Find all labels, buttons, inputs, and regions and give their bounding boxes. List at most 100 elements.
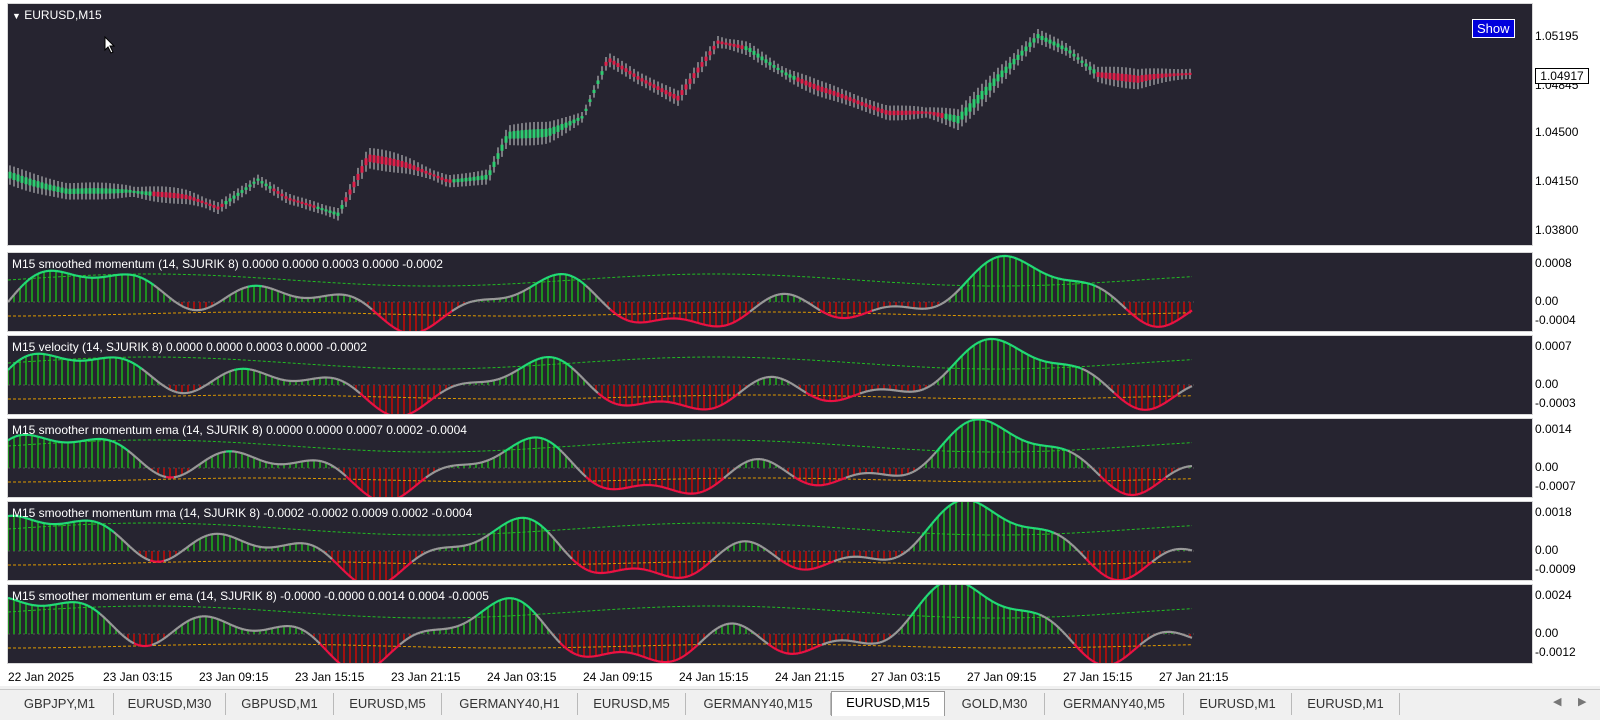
tab-gold-m30[interactable]: GOLD,M30 [945, 693, 1045, 715]
signal-line-segment [156, 380, 158, 382]
indicator-pane-velocity[interactable]: M15 velocity (14, SJURIK 8) 0.0000 0.000… [7, 335, 1533, 415]
signal-line-segment [572, 462, 574, 464]
tab-germany40-m5[interactable]: GERMANY40,M5 [1045, 693, 1184, 715]
signal-line-segment [160, 640, 162, 641]
signal-line-segment [1190, 310, 1192, 311]
signal-line-segment [406, 638, 408, 639]
tab-germany40-h1[interactable]: GERMANY40,H1 [442, 693, 578, 715]
signal-line-segment [1072, 453, 1074, 454]
signal-line-segment [220, 300, 222, 301]
signal-line-segment [1066, 635, 1068, 637]
candle-body [953, 115, 956, 122]
signal-line-segment [396, 329, 398, 330]
signal-line-segment [1102, 574, 1104, 575]
tab-eurusd-m5[interactable]: EURUSD,M5 [334, 693, 442, 715]
indicator-pane-smoothed-momentum[interactable]: M15 smoothed momentum (14, SJURIK 8) 0.0… [7, 252, 1533, 332]
indicator-pane-momentum-ema[interactable]: M15 smoother momentum ema (14, SJURIK 8)… [7, 418, 1533, 498]
signal-line-segment [766, 642, 768, 644]
signal-line-segment [546, 626, 548, 628]
signal-line-segment [52, 356, 54, 357]
signal-line-segment [328, 652, 330, 654]
signal-line-segment [542, 438, 544, 439]
signal-line-segment [658, 573, 660, 574]
signal-line-segment [942, 443, 944, 445]
tab-eurusd-m1-2[interactable]: EURUSD,M1 [1292, 693, 1400, 715]
signal-line-segment [1096, 286, 1098, 287]
candle-body [41, 182, 44, 188]
signal-line-segment [816, 567, 818, 568]
signal-line-segment [558, 543, 560, 545]
signal-line-segment [342, 381, 344, 382]
signal-line-segment [852, 475, 854, 476]
signal-line-segment [742, 389, 744, 391]
tab-eurusd-m1[interactable]: EURUSD,M1 [1184, 693, 1292, 715]
dropdown-triangle-icon[interactable]: ▼ [12, 11, 21, 21]
signal-line-segment [976, 270, 978, 272]
symbol-title[interactable]: ▼ EURUSD,M15 [12, 8, 102, 22]
candle-body [645, 80, 648, 83]
signal-line-segment [598, 485, 600, 486]
tab-germany40-m15[interactable]: GERMANY40,M15 [686, 693, 831, 715]
signal-line-segment [556, 638, 558, 640]
signal-line-segment [360, 301, 362, 302]
signal-line-segment [936, 585, 938, 587]
indicator-pane-momentum-rma[interactable]: M15 smoother momentum rma (14, SJURIK 8)… [7, 501, 1533, 581]
tab-eurusd-m5-2[interactable]: EURUSD,M5 [578, 693, 686, 715]
signal-line-segment [148, 374, 150, 376]
candle-body [657, 86, 660, 90]
signal-line-segment [1030, 443, 1032, 444]
signal-line-segment [816, 308, 818, 309]
signal-line-segment [768, 461, 770, 462]
signal-line-segment [768, 644, 770, 645]
signal-line-segment [148, 281, 150, 282]
signal-line-segment [362, 302, 364, 303]
signal-line-segment [992, 511, 994, 512]
signal-line-segment [406, 565, 408, 567]
signal-line-segment [1172, 397, 1174, 398]
signal-line-segment [338, 470, 340, 472]
tab-gbpusd-m1[interactable]: GBPUSD,M1 [226, 693, 334, 715]
signal-line-segment [538, 281, 540, 282]
level-label: 0.0008 [1535, 256, 1572, 270]
signal-line-segment [398, 330, 400, 331]
signal-line-segment [566, 363, 568, 364]
tab-gbpjpy-m1[interactable]: GBPJPY,M1 [6, 693, 114, 715]
signal-line-segment [684, 406, 686, 407]
signal-line-segment [536, 522, 538, 523]
time-label: 22 Jan 2025 [8, 670, 74, 684]
signal-line-segment [552, 443, 554, 444]
signal-line-segment [1040, 360, 1042, 361]
signal-line-segment [492, 458, 494, 459]
signal-line-segment [746, 386, 748, 387]
tab-eurusd-m30[interactable]: EURUSD,M30 [114, 693, 226, 715]
signal-line-segment [322, 646, 324, 648]
scroll-right-icon[interactable]: ▶ [1578, 695, 1586, 708]
candle-body [505, 136, 508, 143]
signal-line-segment [1122, 658, 1124, 659]
signal-line-segment [1032, 612, 1034, 613]
signal-line-segment [250, 456, 252, 457]
tab-eurusd-m15[interactable]: EURUSD,M15 [831, 691, 945, 716]
scroll-left-icon[interactable]: ◀ [1553, 695, 1561, 708]
signal-line-segment [978, 503, 980, 504]
candle-body [573, 120, 576, 124]
signal-line-segment [1132, 406, 1134, 407]
upper-level-line [8, 440, 1192, 452]
signal-line-segment [246, 543, 248, 544]
indicator-pane-momentum-er-ema[interactable]: M15 smoother momentum er ema (14, SJURIK… [7, 584, 1533, 664]
signal-line-segment [546, 277, 548, 278]
chart-area[interactable]: ▼ EURUSD,M15 Show 1.05195 1.04845 1.0450… [0, 0, 1600, 686]
signal-line-segment [462, 623, 464, 624]
signal-line-segment [274, 290, 276, 291]
signal-line-segment [682, 405, 684, 406]
signal-line-segment [586, 569, 588, 570]
candle-body [669, 92, 672, 96]
signal-line-segment [762, 378, 764, 379]
signal-line-segment [342, 569, 344, 571]
show-button[interactable]: Show [1472, 19, 1515, 38]
signal-line-segment [1102, 478, 1104, 480]
signal-line-segment [348, 575, 350, 577]
signal-line-segment [1050, 531, 1052, 532]
signal-line-segment [560, 546, 562, 548]
price-pane[interactable]: ▼ EURUSD,M15 [7, 3, 1533, 246]
